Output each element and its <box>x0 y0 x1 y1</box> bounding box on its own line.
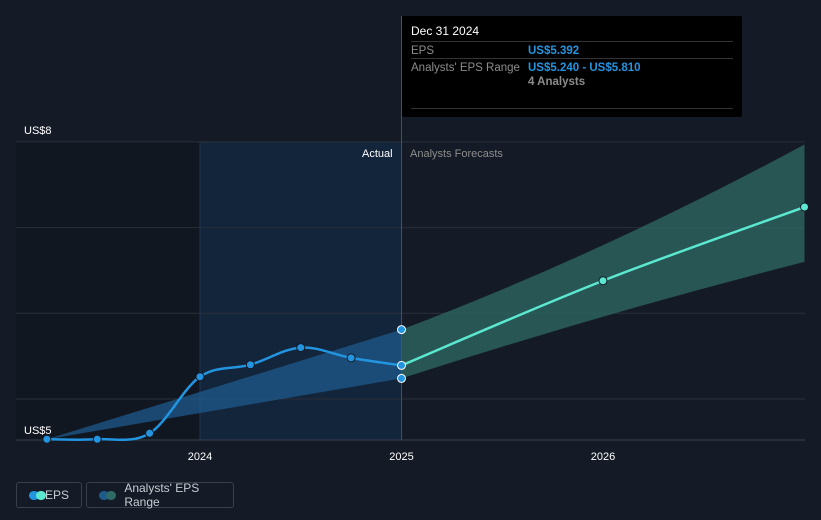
range-low-point <box>397 373 406 383</box>
legend-range-label: Analysts' EPS Range <box>124 481 200 509</box>
forecast-label: Analysts Forecasts <box>410 148 503 160</box>
hover-point <box>397 360 406 370</box>
eps-point <box>145 428 155 438</box>
eps-line-actual <box>46 346 402 442</box>
range-band-forecast <box>401 144 805 379</box>
x-tick-label: 2025 <box>389 451 413 463</box>
actual-label: Actual <box>362 148 393 160</box>
legend-range[interactable]: Analysts' EPS Range <box>86 481 234 509</box>
range-high-point <box>397 325 406 335</box>
eps-point <box>245 360 255 370</box>
y-tick-label: US$5 <box>24 425 52 437</box>
tooltip-eps-label: EPS <box>411 45 435 57</box>
x-tick-label: 2026 <box>591 451 615 463</box>
range-legend-icon <box>99 490 116 500</box>
eps-point <box>42 434 52 444</box>
tooltip-date: Dec 31 2024 <box>411 24 480 38</box>
eps-point <box>800 202 809 212</box>
eps-point <box>598 276 608 286</box>
x-tick-label: 2024 <box>188 451 212 463</box>
eps-point <box>296 343 306 353</box>
tooltip-range-label: Analysts' EPS Range <box>411 62 520 74</box>
eps-point <box>195 372 205 382</box>
eps-point <box>346 353 356 363</box>
tooltip-range-value: US$5.240 - US$5.810 <box>528 62 641 74</box>
range-band-past <box>46 329 402 440</box>
tooltip: Dec 31 2024 EPS US$5.392 Analysts' EPS Ra… <box>402 16 742 117</box>
tooltip-eps-value: US$5.392 <box>528 45 580 57</box>
legend-eps[interactable]: EPS <box>16 482 82 508</box>
legend-eps-label: EPS <box>44 488 69 502</box>
eps-legend-icon <box>29 490 46 500</box>
tooltip-analysts: 4 Analysts <box>528 76 586 88</box>
eps-point <box>92 434 102 444</box>
y-tick-label: US$8 <box>24 125 52 137</box>
